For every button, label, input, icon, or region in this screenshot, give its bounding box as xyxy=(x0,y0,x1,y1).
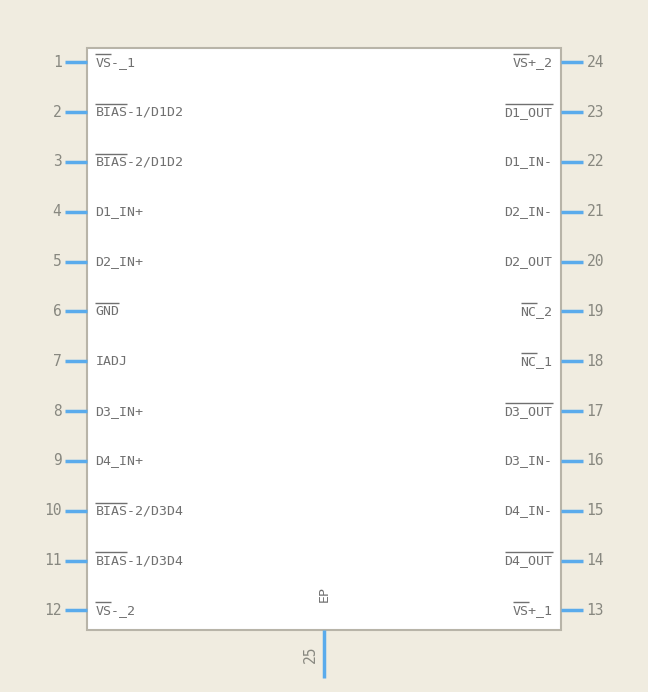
Text: 8: 8 xyxy=(52,403,62,419)
Text: D3_IN+: D3_IN+ xyxy=(95,405,143,417)
Text: 20: 20 xyxy=(586,254,604,269)
Text: D2_OUT: D2_OUT xyxy=(505,255,553,268)
Text: 23: 23 xyxy=(586,104,604,120)
Text: 10: 10 xyxy=(44,503,62,518)
Text: 12: 12 xyxy=(44,603,62,618)
Text: 5: 5 xyxy=(52,254,62,269)
Text: 25: 25 xyxy=(303,645,318,663)
Text: D2_IN+: D2_IN+ xyxy=(95,255,143,268)
Text: D3_OUT: D3_OUT xyxy=(505,405,553,417)
Text: BIAS-1/D3D4: BIAS-1/D3D4 xyxy=(95,554,183,567)
Text: D4_OUT: D4_OUT xyxy=(505,554,553,567)
Text: 16: 16 xyxy=(586,453,604,468)
Text: 14: 14 xyxy=(586,553,604,568)
Text: NC_2: NC_2 xyxy=(520,305,553,318)
Text: 2: 2 xyxy=(52,104,62,120)
Text: D1_OUT: D1_OUT xyxy=(505,106,553,118)
Text: EP: EP xyxy=(318,585,330,602)
Text: 4: 4 xyxy=(52,204,62,219)
Text: 7: 7 xyxy=(52,354,62,369)
Text: 9: 9 xyxy=(52,453,62,468)
Text: IADJ: IADJ xyxy=(95,355,128,367)
Text: 18: 18 xyxy=(586,354,604,369)
Text: BIAS-2/D3D4: BIAS-2/D3D4 xyxy=(95,504,183,517)
Text: 1: 1 xyxy=(52,55,62,70)
Text: VS-_2: VS-_2 xyxy=(95,604,135,617)
Text: GND: GND xyxy=(95,305,119,318)
Text: D3_IN-: D3_IN- xyxy=(505,455,553,467)
Text: 24: 24 xyxy=(586,55,604,70)
Text: 21: 21 xyxy=(586,204,604,219)
Text: D1_IN-: D1_IN- xyxy=(505,156,553,168)
Text: BIAS-1/D1D2: BIAS-1/D1D2 xyxy=(95,106,183,118)
Text: D1_IN+: D1_IN+ xyxy=(95,206,143,218)
Text: 11: 11 xyxy=(44,553,62,568)
Text: D2_IN-: D2_IN- xyxy=(505,206,553,218)
Text: VS+_2: VS+_2 xyxy=(513,56,553,69)
Text: 13: 13 xyxy=(586,603,604,618)
Text: VS+_1: VS+_1 xyxy=(513,604,553,617)
Text: BIAS-2/D1D2: BIAS-2/D1D2 xyxy=(95,156,183,168)
Text: VS-_1: VS-_1 xyxy=(95,56,135,69)
Text: NC_1: NC_1 xyxy=(520,355,553,367)
Text: 19: 19 xyxy=(586,304,604,319)
Text: 6: 6 xyxy=(52,304,62,319)
Text: 22: 22 xyxy=(586,154,604,170)
Text: 3: 3 xyxy=(52,154,62,170)
Text: D4_IN+: D4_IN+ xyxy=(95,455,143,467)
Text: 15: 15 xyxy=(586,503,604,518)
Text: 17: 17 xyxy=(586,403,604,419)
Bar xyxy=(87,48,561,630)
Text: D4_IN-: D4_IN- xyxy=(505,504,553,517)
